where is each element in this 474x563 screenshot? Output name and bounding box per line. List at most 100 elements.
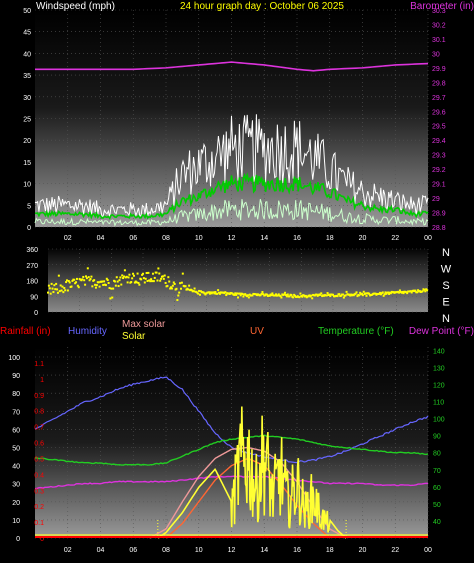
temperature-tick-label: 120 <box>433 383 445 390</box>
direction-point <box>153 276 156 279</box>
direction-point <box>280 296 283 299</box>
direction-point <box>76 284 79 287</box>
direction-point <box>416 291 419 294</box>
direction-point <box>146 279 149 282</box>
direction-point <box>379 293 382 296</box>
temperature-tick-label: 60 <box>433 485 441 492</box>
rainfall-tick-label: 0.6 <box>34 441 44 448</box>
direction-point <box>84 283 87 286</box>
bottom-time-tick-label: 06 <box>129 547 137 554</box>
direction-point <box>208 291 211 294</box>
direction-point <box>68 281 71 284</box>
direction-point <box>385 292 388 295</box>
direction-point <box>181 272 184 275</box>
direction-tick-label: 180 <box>26 279 38 286</box>
direction-point <box>176 299 179 302</box>
direction-point <box>110 287 113 290</box>
direction-point <box>106 279 109 282</box>
humidity-tick-label: 40 <box>12 464 20 471</box>
bottom-time-tick-label: 16 <box>293 547 301 554</box>
graph-title: 24 hour graph day : October 06 2025 <box>180 1 344 12</box>
direction-point <box>214 291 217 294</box>
direction-point <box>208 292 211 295</box>
windspeed-tick-label: 45 <box>23 30 31 37</box>
windspeed-tick-label: 5 <box>27 203 31 210</box>
bottom-time-tick-label: 18 <box>326 547 334 554</box>
direction-point <box>83 279 86 282</box>
top-time-tick-label: 02 <box>64 235 72 242</box>
bottom-time-tick-label: 14 <box>260 547 268 554</box>
direction-series <box>47 267 429 302</box>
direction-point <box>163 274 166 277</box>
direction-point <box>284 291 287 294</box>
windspeed-tick-label: 35 <box>23 73 31 80</box>
bottom-time-tick-label: 20 <box>359 547 367 554</box>
legend-rainfall: Rainfall (in) <box>0 326 51 337</box>
direction-tick-label: 360 <box>26 247 38 254</box>
direction-point <box>320 292 323 295</box>
direction-point <box>359 291 362 294</box>
top-time-tick-label: 00 <box>424 235 432 242</box>
direction-point <box>93 279 96 282</box>
direction-point <box>145 271 148 274</box>
direction-point <box>138 283 141 286</box>
direction-point <box>118 279 121 282</box>
direction-point <box>135 281 138 284</box>
direction-point <box>276 294 279 297</box>
rainfall-tick-label: 0.4 <box>34 472 44 479</box>
rainfall-tick-label: 0 <box>40 536 44 543</box>
direction-point <box>326 292 329 295</box>
direction-point <box>238 292 241 295</box>
direction-point <box>166 284 169 287</box>
direction-point <box>213 292 216 295</box>
direction-point <box>73 278 76 281</box>
top-time-tick-label: 08 <box>162 235 170 242</box>
barometer-tick-label: 29.1 <box>432 182 446 189</box>
top-series <box>34 61 429 227</box>
direction-point <box>342 296 345 299</box>
direction-point <box>409 290 412 293</box>
direction-point <box>417 289 420 292</box>
direction-point <box>304 294 307 297</box>
windspeed-tick-label: 30 <box>23 95 31 102</box>
direction-point <box>423 288 426 291</box>
legend-max-solar: Max solar <box>122 319 166 330</box>
direction-point <box>60 289 63 292</box>
barometer-tick-label: 30.1 <box>432 37 446 44</box>
direction-point <box>241 293 244 296</box>
top-time-tick-label: 06 <box>129 235 137 242</box>
direction-point <box>126 281 129 284</box>
direction-point <box>89 278 92 281</box>
direction-point <box>236 292 239 295</box>
direction-point <box>158 272 161 275</box>
legend-humidity: Humidity <box>68 326 107 337</box>
direction-point <box>197 292 200 295</box>
compass-label: E <box>442 297 449 309</box>
direction-point <box>94 286 97 289</box>
barometer-tick-label: 28.9 <box>432 211 446 218</box>
direction-point <box>66 279 68 282</box>
barometer-tick-label: 28.8 <box>432 225 446 232</box>
temperature-tick-label: 50 <box>433 502 441 509</box>
direction-point <box>119 276 122 279</box>
direction-point <box>410 291 413 294</box>
barometer-axis-ticks: 28.8 28.9 29 29.1 29.2 29.3 29.4 29.5 29.6 29.7 29… <box>432 8 446 232</box>
windspeed-tick-label: 15 <box>23 160 31 167</box>
direction-point <box>125 275 128 278</box>
direction-point <box>98 285 101 288</box>
direction-point <box>315 293 318 296</box>
direction-point <box>142 277 145 280</box>
direction-point <box>137 281 140 284</box>
direction-point <box>328 293 331 296</box>
direction-point <box>85 275 87 278</box>
direction-point <box>123 275 125 278</box>
barometer-tick-label: 29.5 <box>432 124 446 131</box>
direction-point <box>178 291 181 294</box>
direction-point <box>180 287 182 290</box>
direction-point <box>224 291 227 294</box>
direction-point <box>218 292 221 295</box>
direction-point <box>382 294 385 297</box>
direction-point <box>172 281 175 284</box>
direction-point <box>271 292 274 295</box>
